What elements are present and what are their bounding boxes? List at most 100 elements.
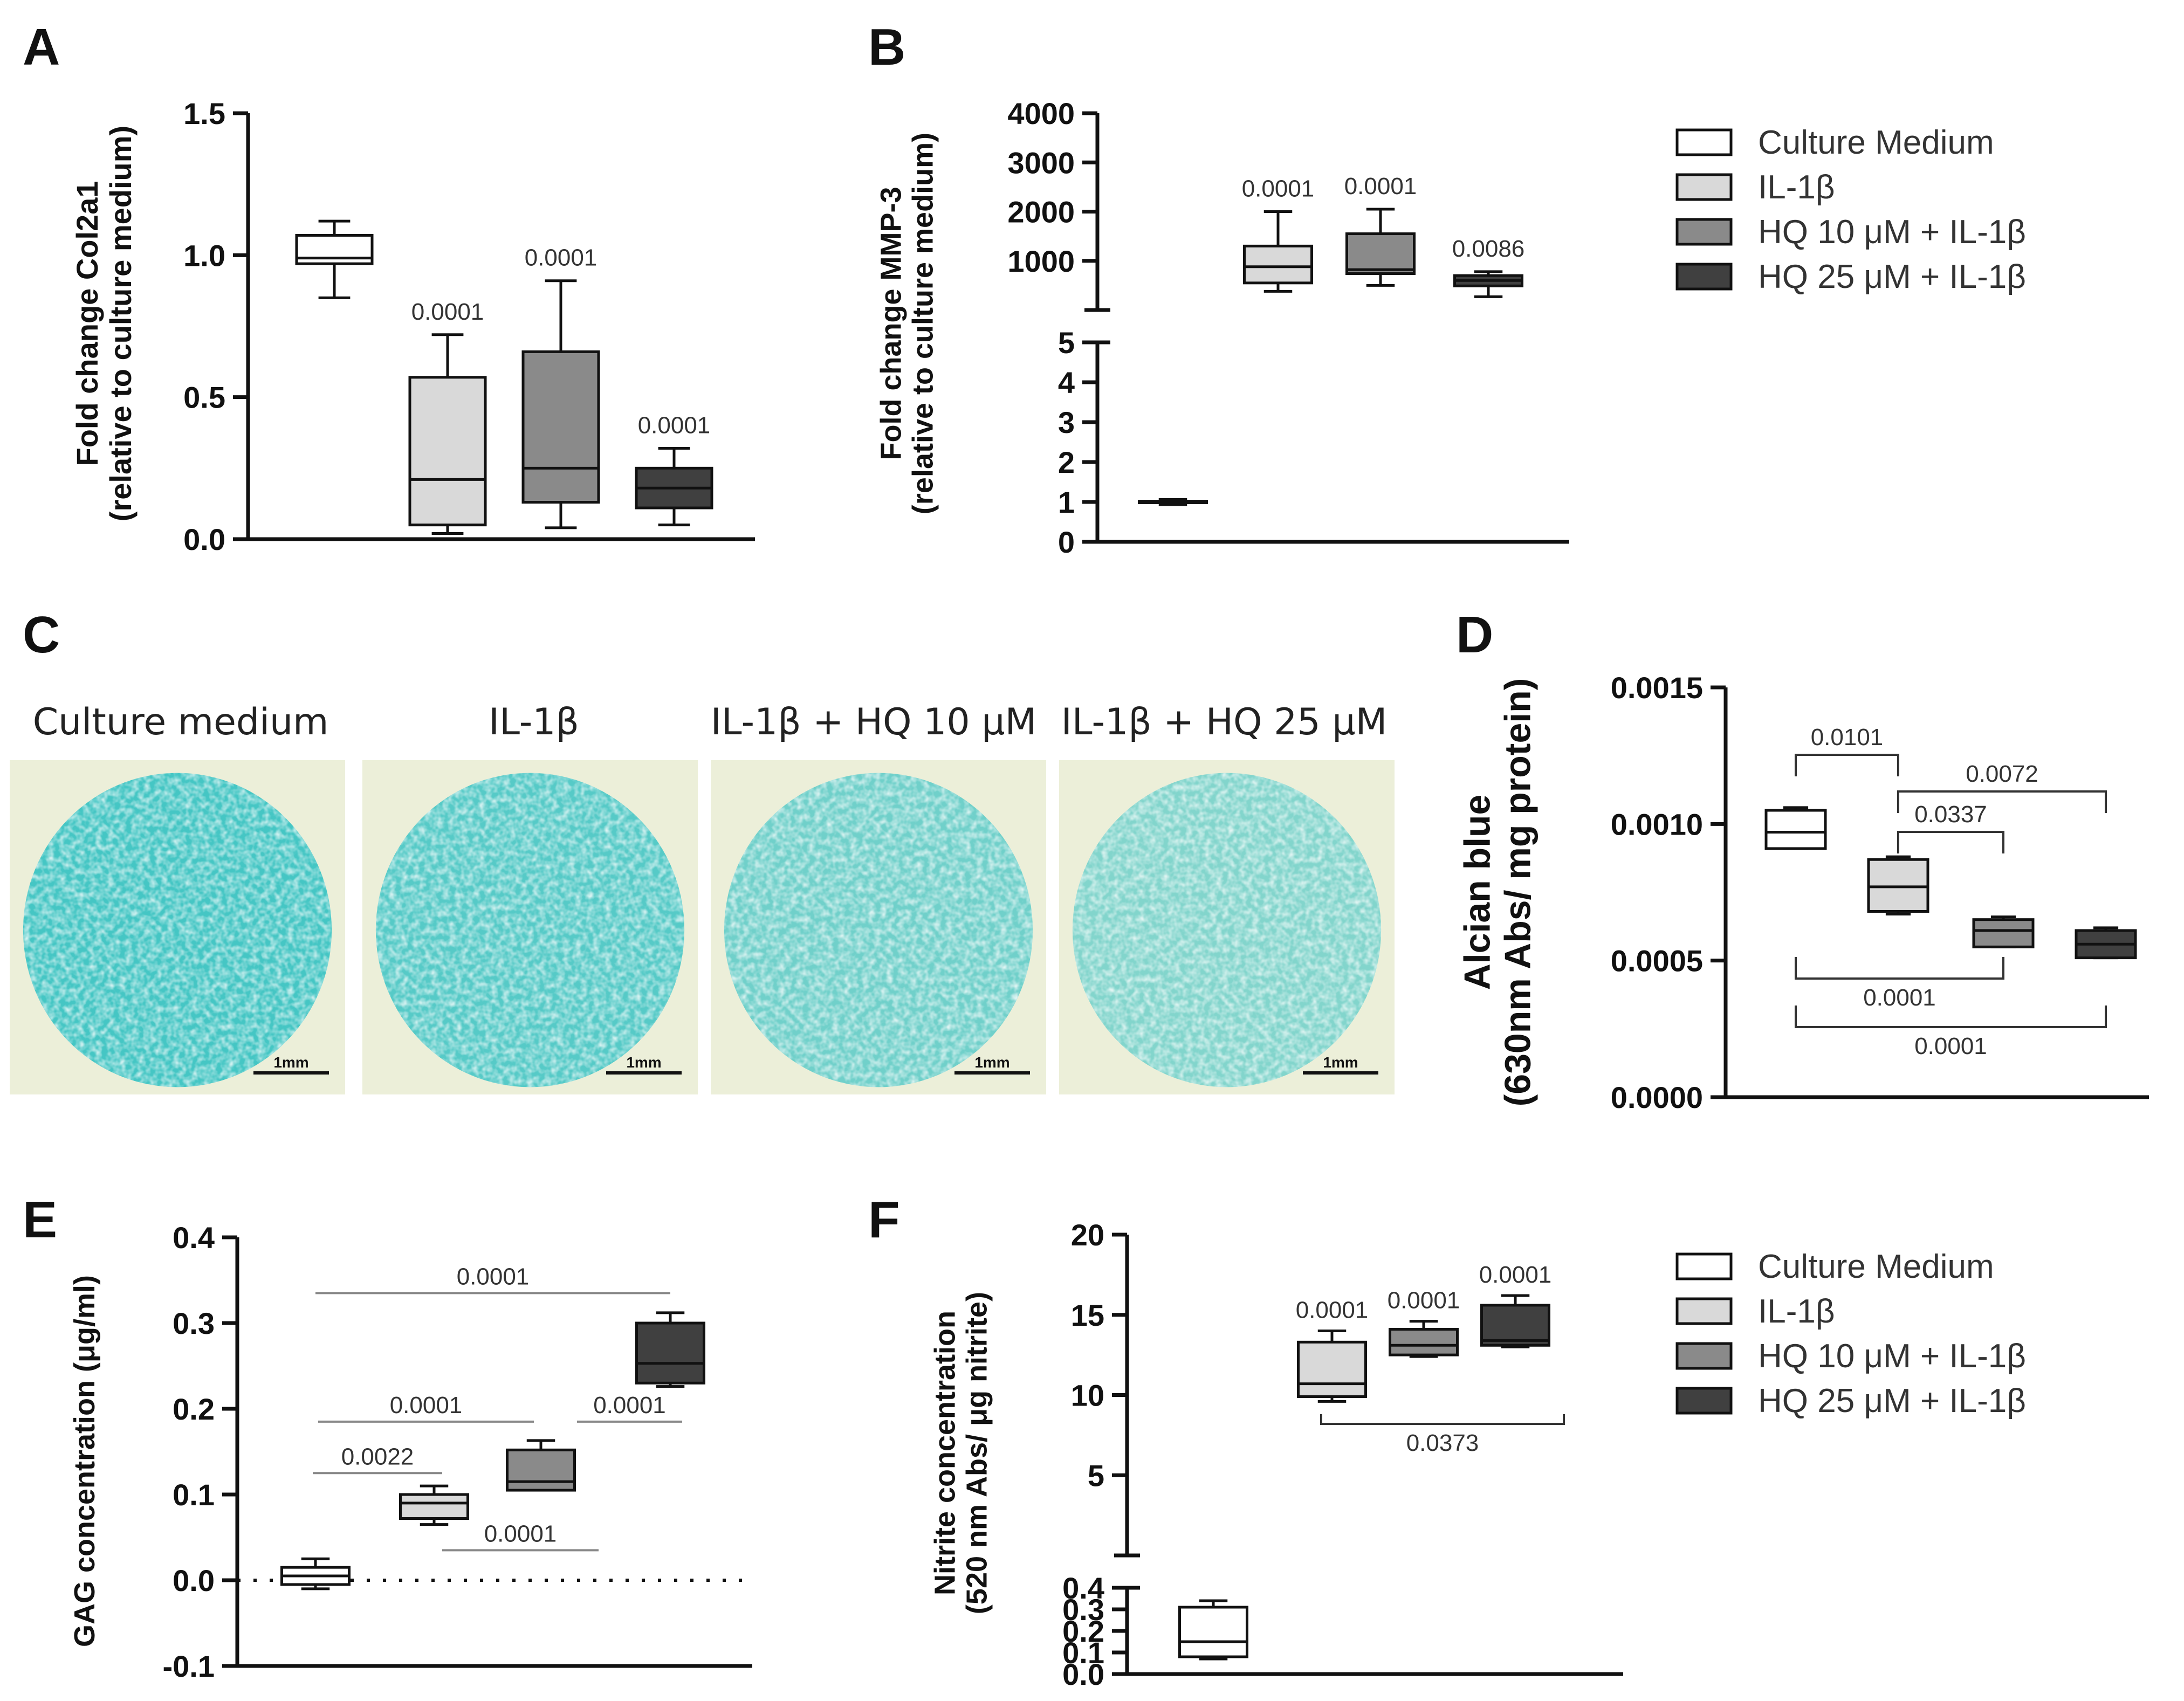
- y-axis-title-line: GAG concentration (μg/ml): [68, 1275, 101, 1647]
- comparison-bracket: [1795, 1006, 2107, 1028]
- y-axis-title: Fold change Col2a1(relative to culture m…: [70, 126, 138, 521]
- y-tick-label: 5: [1058, 326, 1075, 360]
- y-tick-label: 15: [1071, 1298, 1104, 1332]
- y-axis-title-line: Fold change MMP-3: [875, 187, 907, 460]
- legend-swatch: [1675, 1297, 1733, 1325]
- legend-bottom: Culture Medium IL-1β HQ 10 μM + IL-1β HQ 25…: [1675, 1248, 2026, 1420]
- y-tick-label: 0.2: [173, 1392, 215, 1426]
- panel-f: F 0.00.10.20.30.4 5 10 15 20 Nitrite concentra…: [868, 1191, 1623, 1691]
- y-axis-title: Nitrite concentration(520 nm Abs/ μg nit…: [929, 1292, 993, 1614]
- comparison-bracket: [1897, 831, 2004, 853]
- box-d-0-box: [1764, 809, 1827, 850]
- y-axis-title: Alcian blue(630nm Abs/ mg protein): [1457, 678, 1539, 1107]
- legend-label: HQ 10 μM + IL-1β: [1758, 214, 2026, 251]
- panel-c: C 1mm Culture medium 1mm IL-1β 1mm IL-1β + HQ …: [10, 606, 1395, 1094]
- y-tick-label: 0.0000: [1611, 1080, 1703, 1114]
- panel-e: E -0.1 0.0 0.1 0.2 0.3 0.4 GAG concentration (μ…: [23, 1191, 752, 1683]
- p-value-label: 0.0001: [484, 1520, 557, 1547]
- p-value-label: 0.0101: [1811, 724, 1884, 750]
- legend-top: Culture Medium IL-1β HQ 10 μM + IL-1β HQ 25…: [1675, 124, 2026, 295]
- panel-letter: D: [1456, 606, 1493, 664]
- p-value-label: 0.0337: [1914, 801, 1987, 828]
- y-tick-label: 20: [1071, 1218, 1104, 1252]
- pellet-texture: [23, 773, 332, 1087]
- micrograph-0: 1mm: [10, 760, 345, 1094]
- y-tick-label: 1.5: [183, 97, 225, 130]
- y-axis-title-line: (520 nm Abs/ μg nitrite): [961, 1292, 993, 1614]
- box-a-1-box: [408, 376, 487, 527]
- y-tick-label: 4000: [1007, 97, 1075, 130]
- scale-bar-label: 1mm: [626, 1054, 661, 1071]
- y-axis-title-line: (630nm Abs/ mg protein): [1497, 678, 1538, 1107]
- legend-swatch: [1675, 1252, 1733, 1280]
- legend-swatch: [1675, 263, 1733, 291]
- y-axis-title-line: (relative to culture medium): [907, 133, 939, 514]
- panel-d: D 0.0000 0.0005 0.0010 0.0015 Alcian blue(630…: [1456, 606, 2149, 1114]
- box-a-2-box: [521, 350, 600, 504]
- legend-swatch: [1675, 173, 1733, 201]
- comparison-bracket: [1320, 1414, 1565, 1425]
- y-tick-label: 0.1: [1062, 1636, 1104, 1670]
- y-tick-label: 0.0: [183, 522, 225, 556]
- legend-swatch: [1675, 218, 1733, 246]
- p-value-label: 0.0373: [1406, 1430, 1479, 1456]
- y-tick-label: 0.0005: [1611, 944, 1703, 978]
- y-axis-title-line: (relative to culture medium): [104, 126, 138, 521]
- legend-label: IL-1β: [1758, 169, 1835, 206]
- y-tick-label: 0.4: [1062, 1571, 1104, 1605]
- box-f-3-box: [1480, 1304, 1550, 1347]
- box-d-2-box: [1972, 918, 2035, 948]
- y-tick-label: 0.3: [173, 1306, 215, 1340]
- legend-swatch: [1675, 1387, 1733, 1415]
- p-value-label: 0.0086: [1452, 236, 1525, 262]
- y-axis-title: GAG concentration (μg/ml): [68, 1275, 101, 1647]
- y-tick-label: 4: [1058, 366, 1075, 400]
- legend-label: Culture Medium: [1758, 1248, 1994, 1285]
- p-value-label: 0.0001: [457, 1263, 530, 1290]
- scale-bar-label: 1mm: [974, 1054, 1009, 1071]
- comparison-bracket: [1897, 790, 2107, 813]
- p-value-label: 0.0001: [390, 1392, 463, 1418]
- comparison-bracket: [1795, 754, 1899, 776]
- y-tick-label: 10: [1071, 1379, 1104, 1413]
- panel-letter: C: [23, 606, 60, 664]
- scale-bar-label: 1mm: [1323, 1054, 1358, 1071]
- y-tick-label: 1: [1058, 485, 1075, 519]
- y-tick-label: 0.0010: [1611, 807, 1703, 841]
- y-tick-label: 0.3: [1062, 1593, 1104, 1627]
- box-e-3-box: [635, 1321, 705, 1385]
- legend-label: HQ 25 μM + IL-1β: [1758, 1382, 2026, 1420]
- p-value-label: 0.0001: [1388, 1287, 1460, 1314]
- micrograph-title: Culture medium: [33, 701, 329, 743]
- p-value-label: 0.0001: [411, 299, 484, 325]
- micrograph-title: IL-1β: [489, 701, 579, 743]
- pellet-texture: [375, 773, 685, 1087]
- y-tick-label: 0.1: [173, 1478, 215, 1512]
- p-value-label: 0.0072: [1966, 761, 2038, 787]
- legend-label: HQ 10 μM + IL-1β: [1758, 1338, 2026, 1375]
- y-axis-title-line: Alcian blue: [1457, 795, 1498, 990]
- panel-b: B 0 1 2 3 4 5 1000 2000 3000 4000 Fold change MMP-3…: [868, 18, 1569, 559]
- y-tick-label: 0: [1058, 525, 1075, 559]
- pellet-texture: [724, 773, 1033, 1087]
- y-tick-label: 0.5: [183, 381, 225, 415]
- box-e-2-box: [506, 1448, 576, 1492]
- y-tick-label: -0.1: [163, 1649, 215, 1683]
- panel-a: A 0.0 0.5 1.0 1.5 Fold change Col2a1(relative…: [23, 18, 755, 556]
- p-value-label: 0.0001: [1863, 984, 1936, 1011]
- y-tick-label: 0.0: [1062, 1657, 1104, 1691]
- p-value-label: 0.0001: [1479, 1262, 1552, 1288]
- box-f-2-box: [1389, 1328, 1459, 1356]
- y-tick-label: 1.0: [183, 238, 225, 272]
- box-b-1-box: [1243, 244, 1313, 285]
- micrograph-title: IL-1β + HQ 25 μM: [1061, 701, 1388, 743]
- pellet-texture: [1072, 773, 1382, 1087]
- micrograph-1: 1mm: [362, 760, 698, 1094]
- p-value-label: 0.0001: [593, 1392, 666, 1418]
- micrograph-title: IL-1β + HQ 10 μM: [711, 701, 1037, 743]
- box-b-2-box: [1345, 232, 1416, 275]
- panel-letter: F: [868, 1191, 900, 1249]
- y-tick-label: 2000: [1007, 195, 1075, 229]
- y-tick-label: 2: [1058, 445, 1075, 479]
- y-tick-label: 1000: [1007, 244, 1075, 278]
